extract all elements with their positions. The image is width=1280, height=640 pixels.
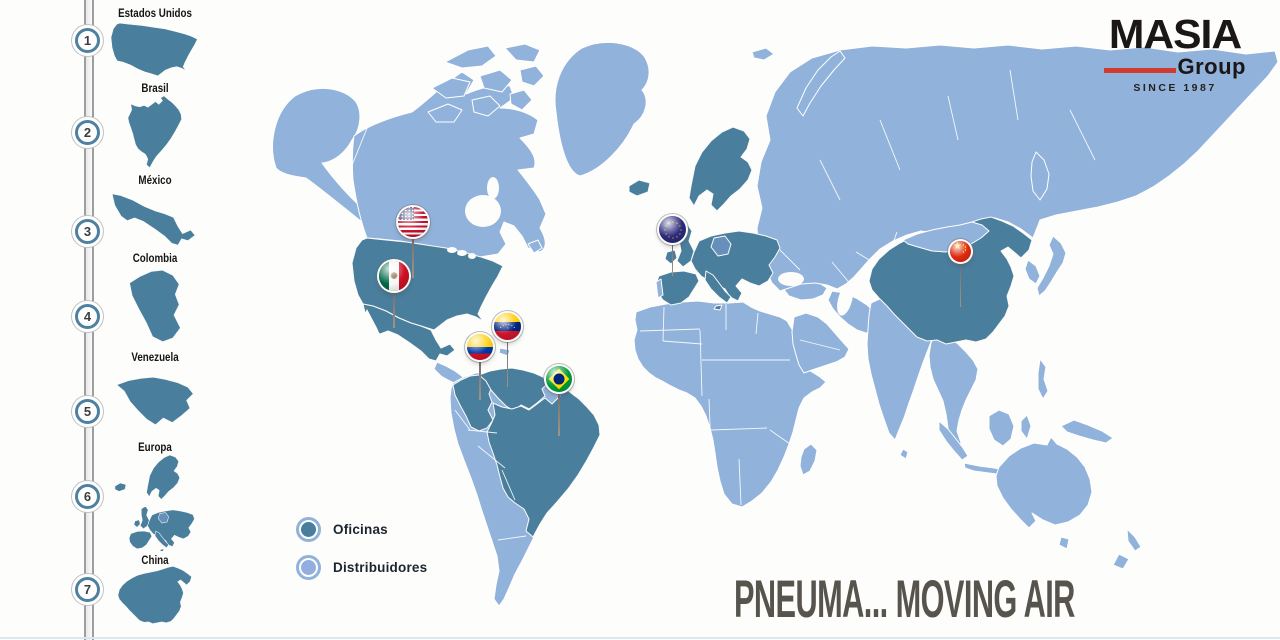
sidebar-label-colombia: Colombia: [132, 253, 178, 265]
sidebar-step-3: 3: [75, 219, 100, 244]
sidebar-step-4: 4: [75, 304, 100, 329]
sidebar-label-mexico: México: [138, 175, 172, 187]
mexico-flag-icon: [379, 261, 409, 291]
logo-title: MASIA: [1108, 11, 1242, 57]
pin-stick: [558, 390, 560, 436]
legend-office-row: Oficinas: [296, 517, 388, 542]
venezuela-flag-icon: [494, 313, 521, 340]
pin-gloss: [379, 261, 409, 291]
masia-group-logo: MASIA Group SINCE 1987: [1104, 11, 1246, 94]
pneuma-tagline: PNEUMA... MOVING AIR: [734, 570, 1075, 629]
map-pin-venezuela: [494, 313, 521, 387]
usa-flag-icon: [398, 207, 428, 237]
sidebar-step-6: 6: [75, 484, 100, 509]
sidebar-map-brasil: [127, 95, 182, 168]
bottom-rule: [0, 637, 1280, 639]
pin-gloss: [494, 313, 521, 340]
logo-since-tagline: SINCE 1987: [1133, 81, 1217, 94]
brazil-flag-icon: [546, 366, 572, 392]
sidebar-label-brasil: Brasil: [141, 83, 169, 95]
pin-stick: [959, 260, 962, 307]
country-borders: [345, 69, 1096, 541]
legend-distributor-row: Distribuidores: [296, 555, 427, 580]
pin-stick: [506, 338, 509, 387]
pin-stick: [393, 289, 395, 328]
step-number: 6: [83, 489, 92, 504]
legend-office-label: Oficinas: [333, 522, 388, 537]
sidebar-label-estados-unidos: Estados Unidos: [118, 8, 192, 20]
map-pin-colombia: [467, 334, 493, 400]
sidebar-label-venezuela: Venezuela: [131, 352, 179, 364]
map-pin-mexico: [379, 261, 409, 328]
step-number: 1: [83, 33, 92, 48]
pin-gloss: [398, 207, 428, 237]
sidebar-step-5: 5: [75, 399, 100, 424]
sidebar-label-europa: Europa: [138, 442, 172, 454]
step-number: 5: [83, 404, 92, 419]
sidebar-map-estados-unidos: [110, 22, 198, 77]
logo-red-bar: [1104, 67, 1176, 73]
logo-subtitle: Group: [1177, 53, 1246, 79]
office-legend-icon: [296, 517, 321, 542]
map-pin-usa: [398, 207, 428, 278]
sidebar-map-china: [117, 566, 192, 624]
pin-stick: [412, 235, 414, 278]
sidebar-map-europa: [114, 454, 195, 551]
sidebar-step-7: 7: [75, 577, 100, 602]
europe-flag-icon: [659, 216, 686, 243]
step-number: 2: [83, 125, 92, 140]
step-number: 3: [83, 224, 92, 239]
colombia-flag-icon: [467, 334, 493, 360]
sidebar-step-2: 2: [75, 120, 100, 145]
sidebar-map-colombia: [128, 269, 182, 343]
water-bodies: [364, 177, 853, 346]
china-flag-icon: [950, 241, 971, 262]
step-number: 4: [83, 309, 92, 324]
pin-gloss: [546, 366, 572, 392]
pin-gloss: [467, 334, 493, 360]
logo-subtitle-row: Group: [1104, 53, 1246, 79]
pin-gloss: [950, 241, 971, 262]
sidebar-label-china: China: [141, 555, 169, 567]
map-pin-europe: [659, 216, 686, 276]
pin-stick: [479, 358, 481, 400]
legend-distributor-label: Distribuidores: [333, 560, 428, 575]
pin-stick: [671, 241, 674, 276]
map-pin-brazil: [546, 366, 572, 436]
sidebar-step-1: 1: [75, 28, 100, 53]
distributor-legend-icon: [296, 555, 321, 580]
sidebar-map-venezuela: [115, 376, 195, 426]
map-pin-china: [950, 241, 971, 307]
sidebar-map-mexico: [111, 193, 196, 246]
pin-gloss: [659, 216, 686, 243]
step-number: 7: [83, 582, 92, 597]
